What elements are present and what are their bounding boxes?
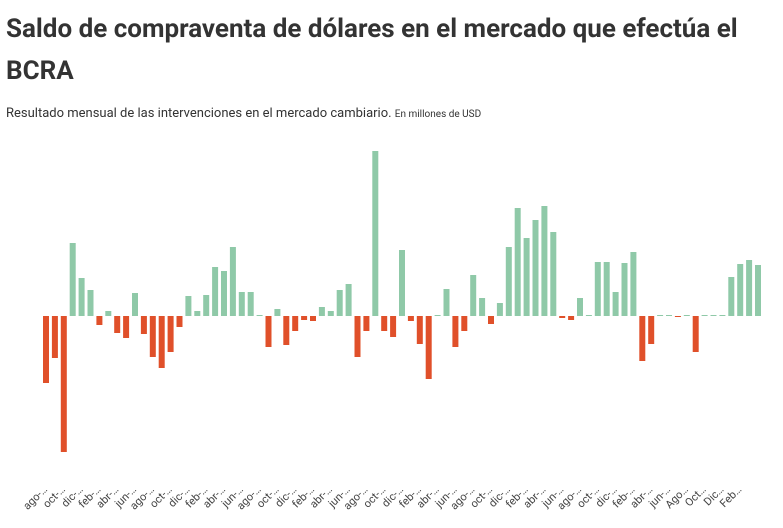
bar (123, 316, 130, 338)
bar (594, 262, 601, 316)
bar (381, 316, 388, 331)
bar (737, 264, 744, 316)
bar (158, 316, 165, 368)
bar (345, 284, 352, 316)
bar (69, 243, 76, 316)
bar (407, 316, 414, 321)
subtitle-row: Resultado mensual de las intervenciones … (6, 106, 481, 121)
bar (105, 311, 112, 316)
bar (488, 316, 494, 324)
bar (78, 278, 85, 316)
bar (318, 307, 325, 316)
bar (292, 316, 299, 331)
bar (443, 289, 450, 316)
bar (256, 315, 263, 316)
bar (639, 316, 646, 361)
bar (755, 265, 761, 316)
bar (470, 275, 477, 316)
bar (363, 316, 370, 331)
bar (461, 316, 468, 331)
bar (185, 296, 192, 316)
bar (229, 247, 236, 316)
bar (114, 316, 121, 333)
bar (425, 316, 432, 379)
bar (550, 232, 557, 316)
bar (265, 316, 272, 347)
bar (674, 316, 681, 317)
bar (452, 316, 459, 347)
bar (336, 290, 343, 316)
bar (683, 315, 690, 316)
bar (221, 271, 227, 316)
bar (140, 316, 147, 334)
bar (43, 316, 49, 383)
bar (176, 316, 183, 327)
bar (87, 290, 94, 316)
bar (167, 316, 174, 352)
bar (354, 316, 361, 357)
bar (657, 315, 664, 316)
bar (416, 316, 423, 344)
bar (710, 315, 717, 316)
bar (612, 292, 619, 316)
bar (728, 277, 735, 316)
bar (701, 315, 708, 316)
bar (585, 315, 592, 316)
bar (60, 316, 67, 452)
bar (247, 292, 254, 316)
bar (496, 303, 503, 316)
bar (390, 316, 397, 337)
bar (532, 220, 539, 316)
bar (132, 293, 138, 316)
bar (149, 316, 156, 357)
bar (648, 316, 655, 344)
bar (746, 260, 753, 316)
bar (666, 315, 672, 316)
bar (399, 250, 405, 316)
bar (523, 238, 530, 316)
bar (568, 316, 575, 320)
chart-title: Saldo de compraventa de dólares en el me… (6, 14, 738, 86)
bar (630, 252, 637, 316)
bar (274, 309, 281, 316)
unit-note: En millones de USD (394, 109, 482, 120)
bar (238, 292, 245, 316)
bar (434, 315, 441, 316)
bar (301, 316, 308, 320)
bar (327, 311, 334, 316)
bar (692, 316, 699, 352)
bar (96, 316, 103, 325)
bar (283, 316, 290, 345)
bar (541, 206, 548, 316)
bar (212, 267, 219, 316)
bar (505, 247, 512, 316)
bar (514, 208, 521, 316)
bar (577, 298, 583, 316)
bar (479, 298, 486, 316)
subtitle: Resultado mensual de las intervenciones … (6, 106, 392, 121)
bar (194, 311, 201, 316)
bar (51, 316, 58, 358)
bar (372, 151, 379, 316)
bar (310, 316, 316, 321)
bar (559, 316, 566, 318)
bar (719, 315, 726, 316)
bar (203, 295, 210, 316)
bar (621, 263, 628, 316)
bar (603, 262, 610, 316)
